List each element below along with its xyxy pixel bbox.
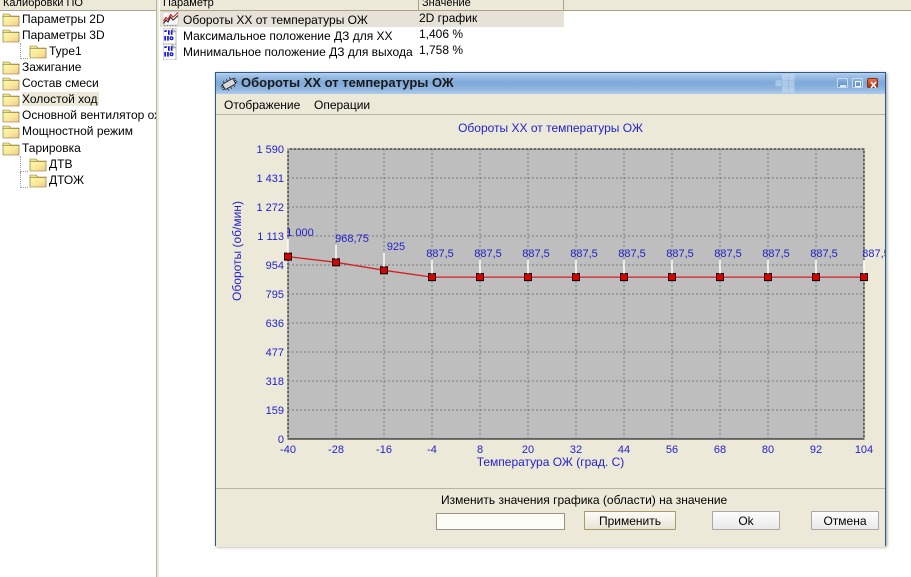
svg-text:1 113: 1 113 (257, 231, 284, 243)
svg-text:887,5: 887,5 (522, 248, 550, 260)
svg-text:477: 477 (266, 347, 284, 359)
svg-text:887,5: 887,5 (618, 248, 646, 260)
svg-text:887,5: 887,5 (862, 248, 885, 260)
svg-text:1 272: 1 272 (256, 202, 284, 214)
svg-text:887,5: 887,5 (426, 248, 454, 260)
svg-text:1 000: 1 000 (286, 227, 314, 239)
svg-text:318: 318 (266, 376, 284, 388)
svg-text:968,75: 968,75 (335, 233, 369, 245)
svg-text:636: 636 (266, 318, 284, 330)
svg-text:887,5: 887,5 (810, 248, 838, 260)
svg-text:1 431: 1 431 (256, 173, 284, 185)
svg-text:954: 954 (266, 260, 284, 272)
svg-text:887,5: 887,5 (714, 248, 742, 260)
svg-text:1 590: 1 590 (256, 144, 284, 156)
svg-text:887,5: 887,5 (474, 248, 502, 260)
svg-text:159: 159 (266, 405, 284, 417)
svg-text:887,5: 887,5 (666, 248, 694, 260)
svg-text:925: 925 (387, 241, 405, 253)
svg-text:795: 795 (266, 289, 284, 301)
svg-text:887,5: 887,5 (762, 248, 790, 260)
svg-text:887,5: 887,5 (570, 248, 598, 260)
